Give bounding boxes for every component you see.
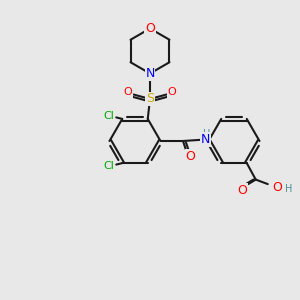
Text: O: O (167, 87, 176, 97)
Text: O: O (237, 184, 247, 196)
Text: N: N (145, 67, 155, 80)
Text: S: S (146, 92, 154, 106)
Text: H: H (285, 184, 292, 194)
Text: O: O (124, 87, 133, 97)
Text: N: N (201, 133, 210, 146)
Text: O: O (145, 22, 155, 35)
Text: O: O (186, 149, 195, 163)
Text: Cl: Cl (103, 161, 114, 171)
Text: O: O (272, 181, 282, 194)
Text: H: H (203, 129, 211, 139)
Text: Cl: Cl (103, 111, 114, 121)
